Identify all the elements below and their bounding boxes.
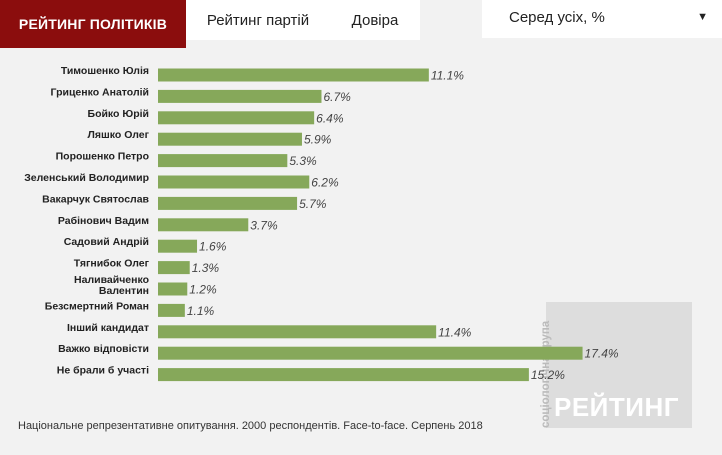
category-label: Рабінович Вадим bbox=[58, 215, 149, 227]
value-label: 6.4% bbox=[316, 111, 344, 125]
bar-8 bbox=[158, 239, 198, 253]
bar-6 bbox=[158, 196, 298, 210]
survey-footnote: Національне репрезентативне опитування. … bbox=[18, 420, 483, 432]
watermark-logo-text: РЕЙТИНГ bbox=[554, 392, 679, 422]
category-label: Тягнибок Олег bbox=[74, 258, 150, 270]
bar-0 bbox=[158, 68, 429, 82]
category-label: Тимошенко Юлія bbox=[61, 65, 149, 77]
value-label: 6.2% bbox=[311, 176, 339, 190]
category-label: Порошенко Петро bbox=[56, 151, 149, 163]
value-label: 3.7% bbox=[250, 218, 278, 232]
bar-4 bbox=[158, 154, 288, 168]
bar-13 bbox=[158, 346, 583, 360]
bar-5 bbox=[158, 175, 310, 189]
value-label: 5.9% bbox=[304, 133, 332, 147]
category-label: Ляшко Олег bbox=[88, 129, 150, 141]
value-label: 5.3% bbox=[289, 154, 317, 168]
top-navigation: РЕЙТИНГ ПОЛІТИКІВ Рейтинг партій Довіра … bbox=[0, 0, 722, 48]
value-label: 15.2% bbox=[531, 368, 565, 382]
bar-2 bbox=[158, 111, 315, 125]
category-label: Гриценко Анатолій bbox=[51, 86, 149, 98]
tab-parties-rating[interactable]: Рейтинг партій bbox=[186, 0, 330, 40]
bar-7 bbox=[158, 218, 249, 232]
bar-11 bbox=[158, 303, 185, 317]
watermark-block: РЕЙТИНГ bbox=[546, 302, 692, 428]
value-label: 11.1% bbox=[431, 69, 464, 83]
chevron-down-icon: ▼ bbox=[697, 11, 708, 23]
category-label: Важко відповісти bbox=[58, 343, 149, 355]
bar-3 bbox=[158, 132, 302, 146]
value-label: 5.7% bbox=[299, 197, 327, 211]
value-label: 1.6% bbox=[199, 240, 227, 254]
value-label: 11.4% bbox=[438, 325, 471, 339]
value-label: 6.7% bbox=[323, 90, 351, 104]
category-label: Наливайченко Валентин bbox=[74, 274, 149, 297]
bar-1 bbox=[158, 89, 322, 103]
category-label: Не брали б участі bbox=[57, 365, 149, 377]
value-label: 1.3% bbox=[192, 261, 220, 275]
category-label: Садовий Андрій bbox=[64, 236, 149, 248]
bar-9 bbox=[158, 261, 190, 275]
bar-14 bbox=[158, 368, 529, 382]
bar-12 bbox=[158, 325, 437, 339]
category-label: Вакарчук Святослав bbox=[42, 193, 149, 205]
value-label: 1.1% bbox=[187, 304, 215, 318]
value-label: 1.2% bbox=[189, 283, 217, 297]
tab-trust[interactable]: Довіра bbox=[330, 0, 420, 40]
category-label: Зеленський Володимир bbox=[24, 172, 149, 184]
tab-politicians-rating[interactable]: РЕЙТИНГ ПОЛІТИКІВ bbox=[0, 0, 186, 48]
population-filter-dropdown[interactable]: Серед усіх, % ▼ bbox=[482, 0, 722, 38]
dropdown-selected-value: Серед усіх, % bbox=[509, 9, 605, 26]
category-label: Безсмертний Роман bbox=[45, 300, 149, 312]
bar-10 bbox=[158, 282, 188, 296]
value-label: 17.4% bbox=[585, 347, 619, 361]
category-label: Бойко Юрій bbox=[88, 108, 149, 120]
category-label: Інший кандидат bbox=[67, 322, 149, 334]
